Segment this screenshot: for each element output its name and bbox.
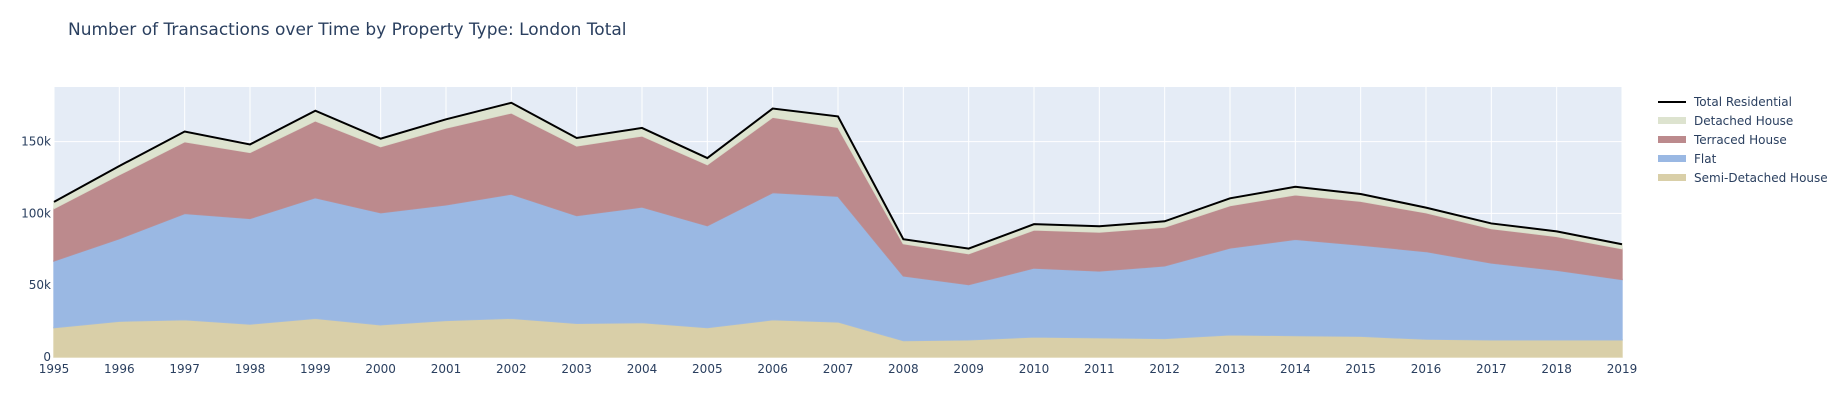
x-tick-label: 2004: [627, 362, 658, 376]
legend-swatch: [1658, 155, 1686, 162]
x-tick-label: 2002: [496, 362, 527, 376]
y-tick-label: 0: [43, 350, 51, 364]
x-tick-label: 2016: [1411, 362, 1442, 376]
x-axis: 1995 1996 1997 1998 1999 2000 2001 2002 2003 2004…: [39, 362, 1638, 376]
x-tick-label: 2000: [365, 362, 396, 376]
legend-label: Semi-Detached House: [1694, 170, 1828, 185]
legend-swatch: [1658, 100, 1686, 103]
x-tick-label: 2008: [888, 362, 919, 376]
x-tick-label: 1995: [39, 362, 70, 376]
x-tick-label: 2018: [1541, 362, 1572, 376]
legend-swatch: [1658, 117, 1686, 124]
x-tick-label: 2006: [757, 362, 788, 376]
y-axis: 0 50k 100k 150k: [21, 135, 51, 364]
legend: Total Residential Detached House Terraced …: [1658, 92, 1828, 187]
x-tick-label: 2009: [953, 362, 984, 376]
legend-item-semi-detached-house[interactable]: Semi-Detached House: [1658, 168, 1828, 187]
area-series[interactable]: [53, 101, 1623, 358]
x-tick-label: 1997: [169, 362, 200, 376]
legend-label: Total Residential: [1694, 94, 1792, 109]
line-series[interactable]: [53, 101, 1623, 250]
y-tick-label: 100k: [21, 206, 51, 220]
legend-swatch: [1658, 136, 1686, 143]
x-tick-label: 2011: [1084, 362, 1115, 376]
y-tick-label: 150k: [21, 135, 51, 149]
legend-label: Flat: [1694, 151, 1717, 166]
x-tick-label: 2014: [1280, 362, 1311, 376]
legend-item-flat[interactable]: Flat: [1658, 149, 1828, 168]
x-tick-label: 2017: [1476, 362, 1507, 376]
x-tick-label: 2012: [1149, 362, 1180, 376]
y-tick-label: 50k: [29, 278, 51, 292]
x-tick-label: 2010: [1019, 362, 1050, 376]
x-tick-label: 2019: [1607, 362, 1638, 376]
legend-item-detached-house[interactable]: Detached House: [1658, 111, 1828, 130]
x-tick-label: 2007: [823, 362, 854, 376]
legend-item-terraced-house[interactable]: Terraced House: [1658, 130, 1828, 149]
x-tick-label: 1996: [104, 362, 135, 376]
x-tick-label: 2015: [1345, 362, 1376, 376]
x-tick-label: 2001: [431, 362, 462, 376]
line-total-residential[interactable]: [53, 101, 1623, 250]
chart-title: Number of Transactions over Time by Prop…: [68, 20, 627, 40]
legend-item-total-residential[interactable]: Total Residential: [1658, 92, 1828, 111]
legend-swatch: [1658, 174, 1686, 181]
legend-label: Terraced House: [1694, 132, 1787, 147]
x-tick-label: 1999: [300, 362, 331, 376]
x-tick-label: 2013: [1215, 362, 1246, 376]
legend-label: Detached House: [1694, 113, 1794, 128]
x-tick-label: 2003: [561, 362, 592, 376]
x-tick-label: 1998: [235, 362, 266, 376]
x-tick-label: 2005: [692, 362, 723, 376]
